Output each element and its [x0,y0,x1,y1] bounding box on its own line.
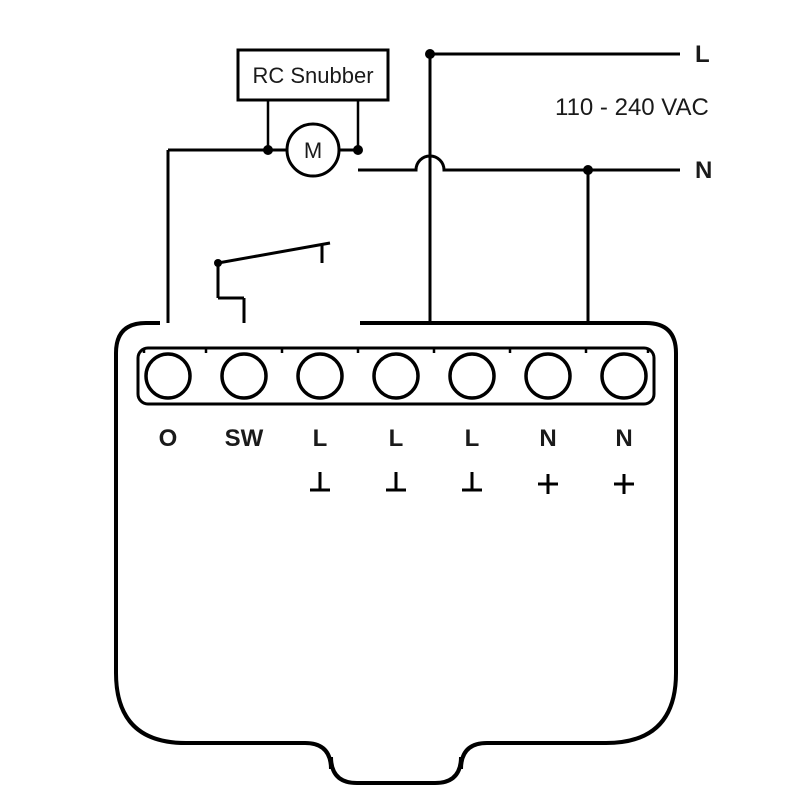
node-3 [583,165,593,175]
terminal-label: SW [225,425,264,452]
motor-label: M [304,138,322,163]
label-voltage: 110 - 240 VAC [555,94,709,121]
terminal-label: L [389,425,404,452]
rc-snubber-label: RC Snubber [252,63,373,88]
node-1 [353,145,363,155]
terminal-label: L [465,425,480,452]
terminal-label: O [159,425,178,452]
node-2 [425,49,435,59]
terminal-label: L [313,425,328,452]
device-outline [116,323,676,783]
label-N: N [695,157,712,184]
wire-N-mains [358,156,680,170]
terminal-label: N [539,425,556,452]
terminal-label: N [615,425,632,452]
node-0 [263,145,273,155]
label-L: L [695,41,710,68]
